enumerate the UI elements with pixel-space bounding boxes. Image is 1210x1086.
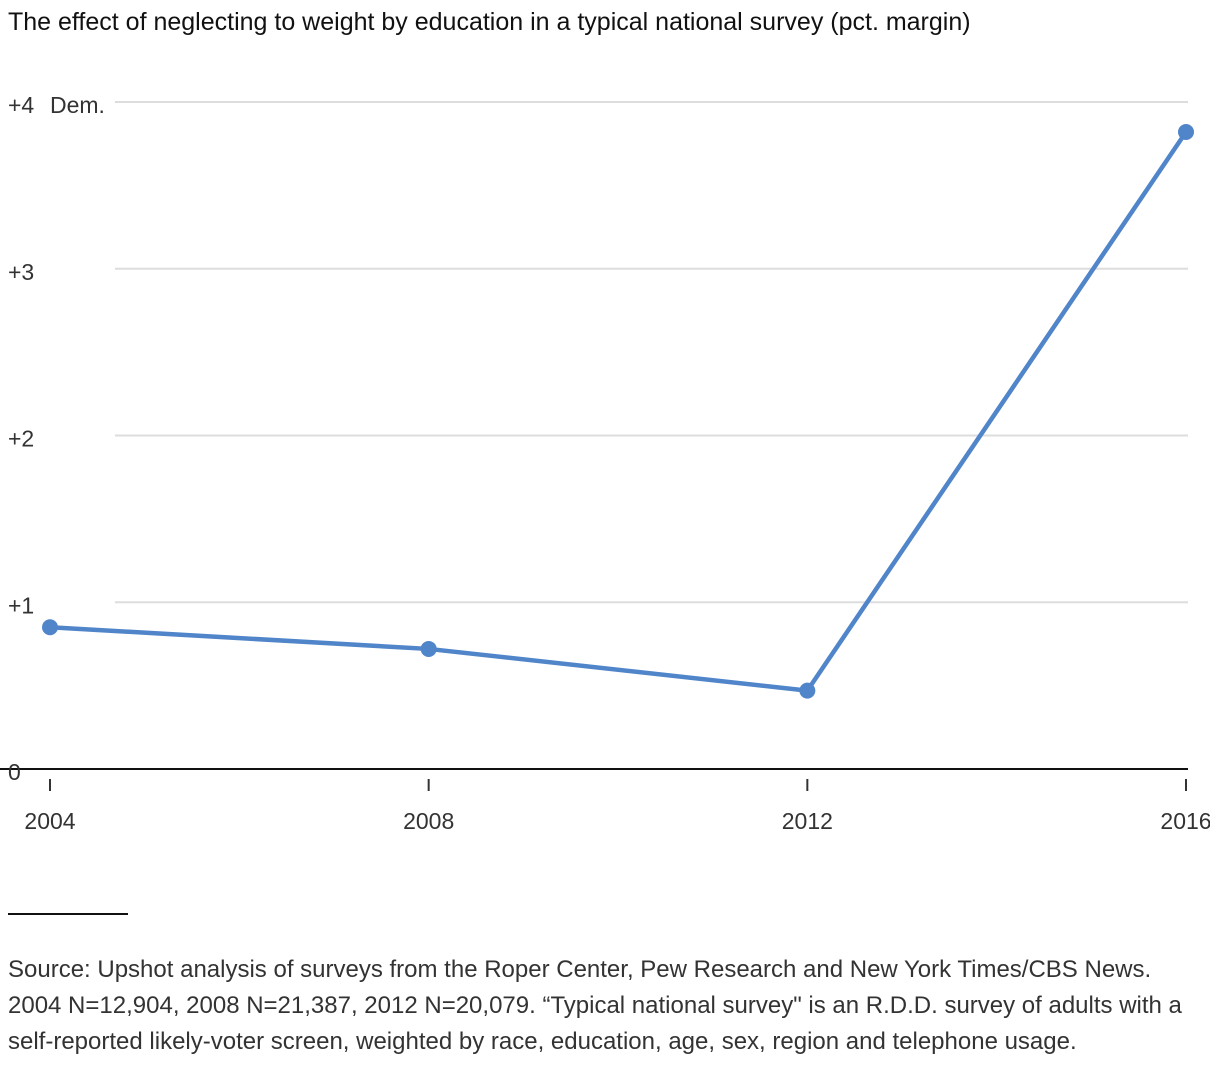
y-tick-label-1: +1 xyxy=(8,592,34,618)
chart-title: The effect of neglecting to weight by ed… xyxy=(8,8,971,36)
y-tick-label-4: +4 xyxy=(8,92,34,118)
x-tick-label-1: 2008 xyxy=(403,808,454,834)
data-series xyxy=(42,124,1194,699)
x-tick-label-0: 2004 xyxy=(24,808,75,834)
data-point-2004 xyxy=(42,619,58,636)
source-divider xyxy=(8,913,128,915)
x-tick-label-3: 2016 xyxy=(1160,808,1210,834)
data-point-2016 xyxy=(1178,124,1194,141)
x-axis xyxy=(49,779,1187,791)
series-line-0 xyxy=(47,129,1189,693)
x-tick-label-2: 2012 xyxy=(782,808,833,834)
y-tick-label-2: +2 xyxy=(8,426,34,452)
y-tick-label-0: 0 xyxy=(8,759,21,785)
source-note: Source: Upshot analysis of surveys from … xyxy=(8,956,1182,1055)
line-chart: 0 +1 +2 +3 +4 Dem. 2004 2008 2012 2016 xyxy=(0,92,1210,834)
y-axis-annotation: Dem. xyxy=(50,92,105,118)
y-tick-label-3: +3 xyxy=(8,259,34,285)
data-point-2012 xyxy=(799,682,816,699)
gridlines xyxy=(0,101,1188,770)
data-point-2008 xyxy=(420,640,437,657)
tick-labels: 0 +1 +2 +3 +4 Dem. 2004 2008 2012 2016 xyxy=(8,92,1210,834)
